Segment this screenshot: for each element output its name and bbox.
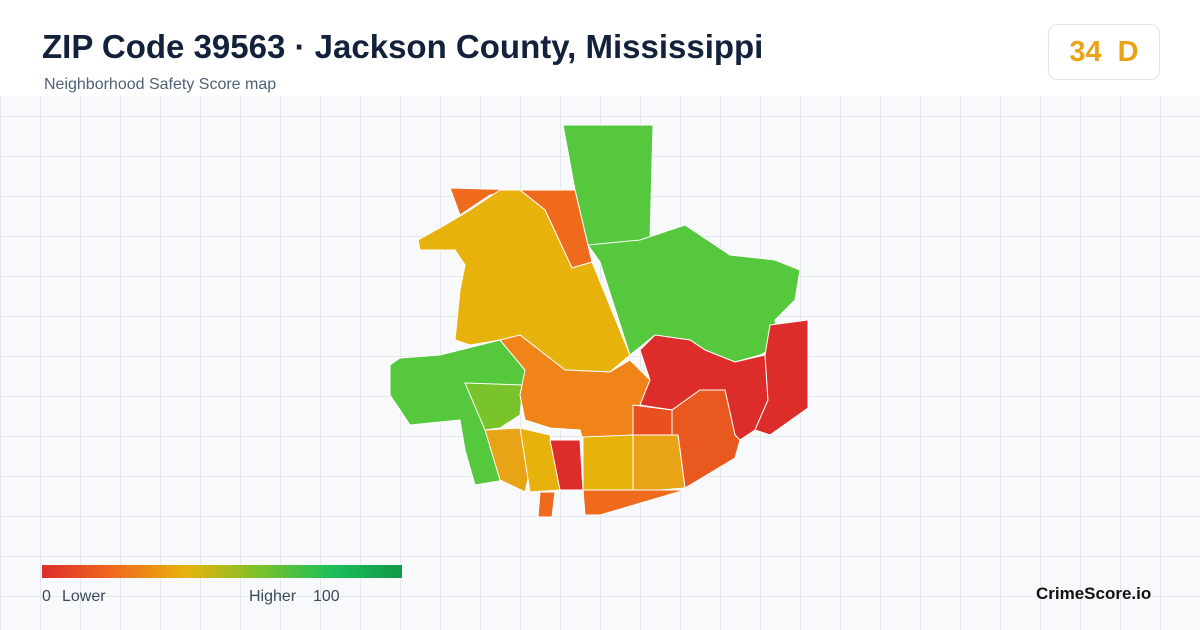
legend-gradient [42,565,402,578]
area [484,427,531,493]
area [464,382,524,431]
header: ZIP Code 39563 · Jackson County, Mississ… [0,0,1200,96]
score-badge: 34 D [1048,24,1160,80]
legend-min-label: Lower [62,588,106,605]
legend-max-label: Higher [249,588,297,605]
area [582,434,634,491]
title: ZIP Code 39563 · Jackson County, Mississ… [42,28,764,65]
score-grade: D [1117,35,1139,68]
area [754,319,809,436]
area [632,404,673,436]
area [632,434,686,491]
area [582,489,686,516]
legend-max: 100 [313,588,340,605]
brand: CrimeScore.io [1036,584,1152,603]
legend-min: 0 [42,588,51,605]
subtitle: Neighborhood Safety Score map [44,76,277,93]
score-value: 34 [1069,35,1102,68]
area [537,491,556,518]
